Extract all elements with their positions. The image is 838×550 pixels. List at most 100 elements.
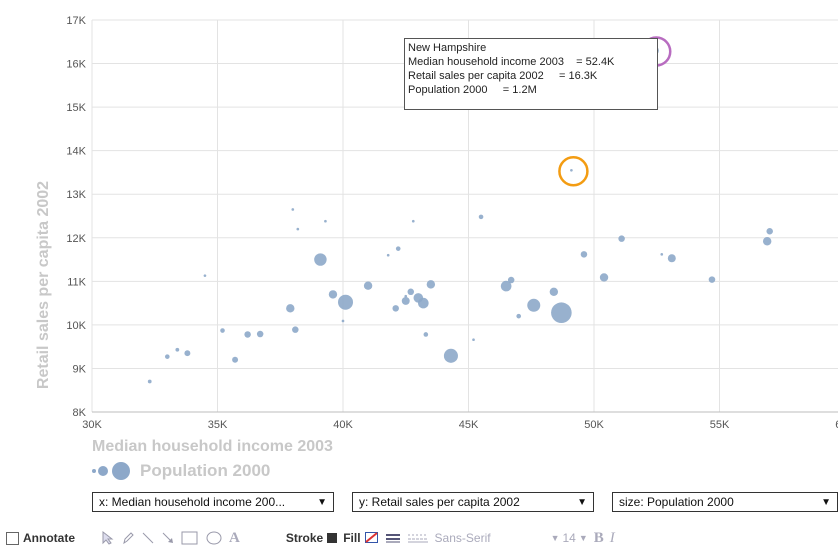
data-point xyxy=(386,253,390,257)
select-tool-icon[interactable] xyxy=(99,530,115,546)
data-point xyxy=(244,331,251,338)
rectangle-tool-icon[interactable] xyxy=(181,530,199,546)
arrow-tool-icon[interactable] xyxy=(161,531,175,545)
y-axis-title: Retail sales per capita 2002 xyxy=(35,181,52,389)
data-point xyxy=(472,338,475,342)
x-tick-label: 60K xyxy=(835,419,838,431)
data-point xyxy=(766,227,773,235)
data-point xyxy=(164,354,170,359)
data-point xyxy=(232,356,239,363)
data-point xyxy=(314,253,327,266)
chevron-down-icon: ▼ xyxy=(317,496,327,508)
data-point xyxy=(423,332,429,337)
x-tick-label: 50K xyxy=(584,419,604,431)
data-point xyxy=(507,276,515,284)
x-tick-label: 55K xyxy=(710,419,730,431)
data-point xyxy=(363,281,373,290)
data-point xyxy=(426,280,436,289)
size-select-value: size: Population 2000 xyxy=(619,495,734,509)
x-tick-label: 30K xyxy=(82,419,102,431)
size-select[interactable]: size: Population 2000 ▼ xyxy=(612,492,838,512)
x-tick-label: 45K xyxy=(459,419,479,431)
data-point xyxy=(341,319,345,323)
data-point xyxy=(618,235,625,242)
annotate-label: Annotate xyxy=(23,531,75,545)
data-point xyxy=(443,348,458,363)
line-tool-icon[interactable] xyxy=(141,531,155,545)
y-tick-label: 17K xyxy=(66,15,86,27)
line-weight-icon[interactable] xyxy=(385,532,401,544)
data-point xyxy=(708,276,716,283)
fill-control[interactable]: Fill xyxy=(343,531,378,545)
data-point xyxy=(292,326,299,333)
data-point xyxy=(549,287,559,296)
y-tick-label: 12K xyxy=(66,233,86,245)
chevron-down-icon: ▼ xyxy=(821,496,831,508)
bold-button[interactable]: B xyxy=(593,529,604,546)
y-tick-label: 8K xyxy=(73,407,87,419)
annotate-toggle[interactable]: Annotate xyxy=(0,531,75,545)
data-point xyxy=(175,347,180,352)
data-point xyxy=(667,254,676,263)
data-point xyxy=(296,227,300,231)
line-style-icon[interactable] xyxy=(407,532,429,544)
stroke-label: Stroke xyxy=(285,531,324,545)
data-point xyxy=(337,294,354,310)
data-point xyxy=(256,330,264,338)
stroke-control[interactable]: Stroke xyxy=(285,531,338,545)
y-tick-label: 13K xyxy=(66,189,86,201)
x-tick-label: 35K xyxy=(208,419,228,431)
data-point xyxy=(478,214,484,220)
y-axis-select[interactable]: y: Retail sales per capita 2002 ▼ xyxy=(352,492,594,512)
font-size-caret-icon: ▼ xyxy=(550,533,560,543)
data-point xyxy=(551,302,572,323)
font-size-select[interactable]: ▼ 14 ▼ xyxy=(551,531,588,545)
highlight-ring xyxy=(558,156,589,187)
font-size-value: 14 xyxy=(562,531,576,545)
data-point xyxy=(762,237,772,246)
x-axis-title: Median household income 2003 xyxy=(92,438,333,455)
x-axis-select-value: x: Median household income 200... xyxy=(99,495,286,509)
data-point xyxy=(411,219,415,223)
data-point xyxy=(660,253,664,256)
y-tick-label: 15K xyxy=(66,102,86,114)
fill-label: Fill xyxy=(343,531,361,545)
tooltip-line-retail: Retail sales per capita 2002 = 16.3K xyxy=(408,70,598,82)
data-point xyxy=(203,274,207,277)
pencil-icon[interactable] xyxy=(121,531,135,545)
x-tick-label: 40K xyxy=(333,419,353,431)
data-point xyxy=(324,219,327,223)
data-point xyxy=(407,288,415,296)
size-legend: Population 2000 xyxy=(92,460,270,482)
data-point xyxy=(147,379,152,384)
y-tick-label: 14K xyxy=(66,146,86,158)
y-tick-label: 10K xyxy=(66,320,86,332)
chevron-down-icon: ▼ xyxy=(578,533,588,543)
data-point xyxy=(404,294,408,298)
y-tick-label: 11K xyxy=(67,276,86,288)
data-point xyxy=(328,290,338,299)
annotate-checkbox[interactable] xyxy=(6,531,19,545)
y-axis-select-value: y: Retail sales per capita 2002 xyxy=(359,495,520,509)
stroke-color-swatch[interactable] xyxy=(327,533,338,543)
data-point xyxy=(220,328,225,333)
data-point xyxy=(570,168,573,172)
data-point xyxy=(291,208,295,211)
tooltip: New Hampshire Median household income 20… xyxy=(404,38,658,110)
fill-none-icon[interactable] xyxy=(364,532,379,544)
data-point xyxy=(395,246,401,251)
x-axis-select[interactable]: x: Median household income 200... ▼ xyxy=(92,492,334,512)
data-point xyxy=(527,298,541,312)
font-family-select[interactable]: Sans-Serif xyxy=(434,531,491,545)
italic-button[interactable]: I xyxy=(609,529,615,546)
size-legend-label: Population 2000 xyxy=(140,461,271,480)
size-legend-dots xyxy=(92,460,134,482)
data-point xyxy=(500,280,512,292)
tooltip-line-population: Population 2000 = 1.2M xyxy=(408,84,537,96)
ellipse-tool-icon[interactable] xyxy=(205,530,223,546)
text-tool-icon[interactable]: A xyxy=(229,529,240,546)
data-point xyxy=(418,297,429,309)
data-point xyxy=(392,305,399,312)
data-point xyxy=(516,313,522,319)
data-point xyxy=(286,304,295,313)
